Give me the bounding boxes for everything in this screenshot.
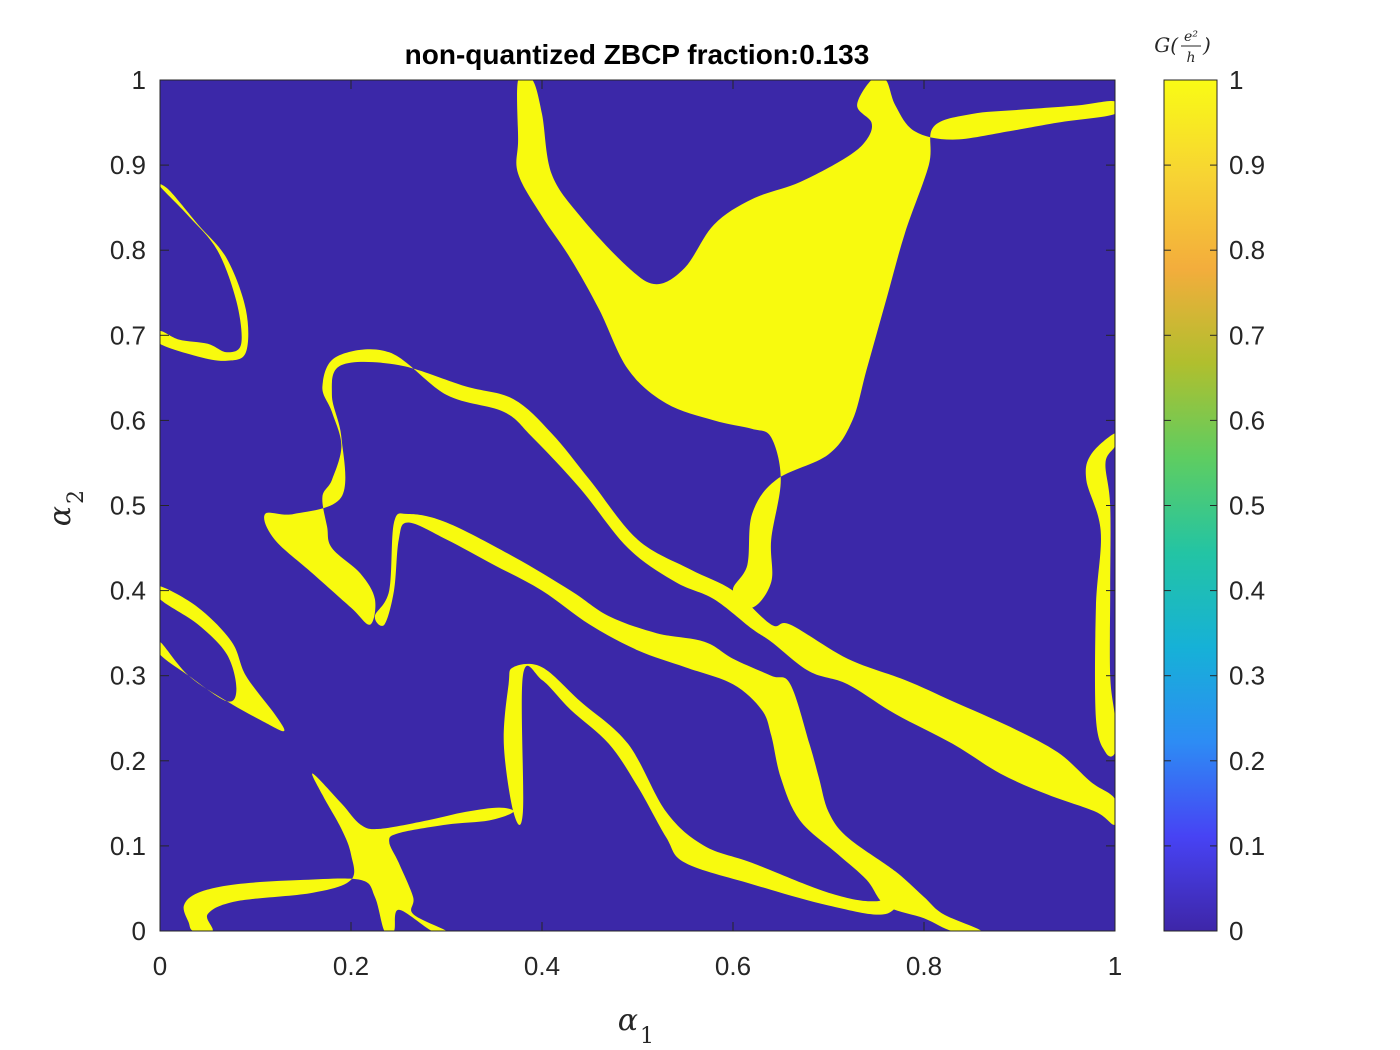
y-axis-symbol: α [43, 506, 78, 526]
y-tick-label: 0.1 [110, 831, 146, 861]
y-axis-subscript: 2 [64, 490, 89, 504]
x-axis-symbol: α [618, 1003, 638, 1038]
colorbar-tick-label: 0.3 [1229, 661, 1265, 691]
colorbar-tick-label: 0.2 [1229, 746, 1265, 776]
y-tick-label: 0.9 [110, 150, 146, 180]
colorbar-label: G( e² h ) [1154, 29, 1211, 66]
region-central-band [264, 349, 1115, 825]
region-left-upper-arc [160, 184, 249, 361]
x-tick-label: 0.8 [906, 951, 942, 981]
x-axis-label: α 1 [618, 1003, 654, 1049]
colorbar-tick-label: 0.4 [1229, 576, 1265, 606]
colorbar-ticks: 0 0.1 0.2 0.3 0.4 0.5 0.6 0.7 0.8 0.9 1 [1164, 65, 1265, 946]
y-tick-label: 0.2 [110, 746, 146, 776]
region-top-center-blob [516, 80, 1115, 608]
x-tick-label: 1 [1108, 951, 1122, 981]
colorbar-label-numerator: e² [1184, 29, 1198, 45]
colorbar-label-prefix: G( [1154, 33, 1179, 57]
chart-title: non-quantized ZBCP fraction:0.133 [405, 39, 870, 70]
colorbar-label-suffix: ) [1202, 33, 1211, 57]
x-axis-subscript: 1 [640, 1024, 654, 1049]
y-tick-label: 0.5 [110, 491, 146, 521]
y-tick-label: 0 [132, 916, 146, 946]
y-tick-label: 1 [132, 65, 146, 95]
region-left-middle-arc [160, 586, 285, 732]
y-tick-label: 0.4 [110, 576, 146, 606]
x-tick-label: 0 [153, 951, 167, 981]
plot-background [160, 80, 1115, 931]
colorbar-tick-label: 0.9 [1229, 150, 1265, 180]
colorbar-tick-label: 0.5 [1229, 491, 1265, 521]
colorbar-tick-label: 0.6 [1229, 405, 1265, 435]
y-tick-label: 0.6 [110, 405, 146, 435]
colorbar-tick-label: 0.7 [1229, 320, 1265, 350]
y-tick-label: 0.7 [110, 320, 146, 350]
y-tick-label: 0.3 [110, 661, 146, 691]
x-tick-label: 0.6 [715, 951, 751, 981]
region-bottom-band [503, 663, 906, 915]
colorbar-tick-label: 1 [1229, 65, 1243, 95]
region-lower-middle-band [374, 513, 982, 931]
region-bottom-left-cross [183, 773, 514, 931]
x-tick-label: 0.4 [524, 951, 560, 981]
colorbar-label-denominator: h [1186, 50, 1195, 66]
colorbar-tick-label: 0.1 [1229, 831, 1265, 861]
y-tick-label: 0.8 [110, 235, 146, 265]
x-tick-label: 0.2 [333, 951, 369, 981]
y-axis-label: α 2 [43, 490, 89, 526]
colorbar-tick-label: 0 [1229, 916, 1243, 946]
x-axis-ticks: 0 0.2 0.4 0.6 0.8 1 [153, 80, 1122, 981]
colorbar-tick-label: 0.8 [1229, 235, 1265, 265]
y-axis-ticks: 0 0.1 0.2 0.3 0.4 0.5 0.6 0.7 0.8 0.9 1 [110, 65, 1115, 946]
colorbar [1163, 79, 1218, 932]
